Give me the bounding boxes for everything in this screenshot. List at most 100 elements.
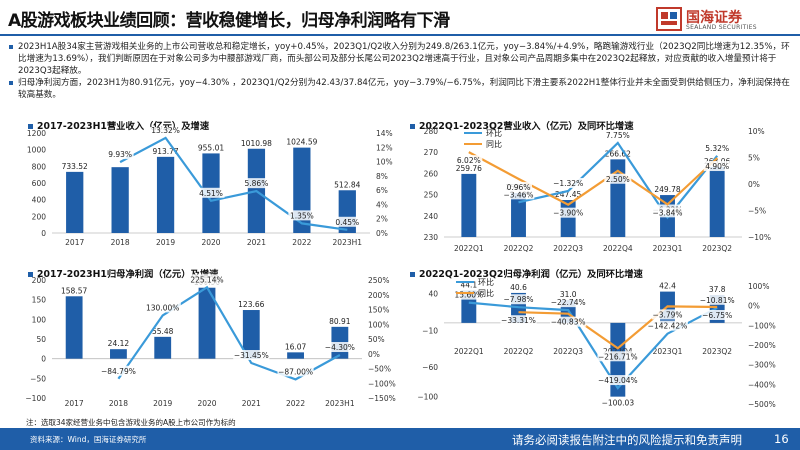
growth-label-bg [453, 289, 485, 300]
y-right-tick: 10% [748, 127, 765, 136]
series-line-同比 [518, 305, 718, 350]
x-category-label: 2022 [292, 238, 311, 247]
bar-value-label: 1010.98 [241, 139, 272, 148]
y-right-tick: 0% [368, 350, 380, 359]
y-left-tick: −100 [25, 394, 46, 403]
y-left-tick: 0 [41, 355, 46, 364]
y-left-tick: 230 [424, 233, 439, 242]
growth-label-bg [233, 350, 270, 361]
x-category-label: 2023Q2 [702, 347, 732, 356]
growth-value-label: 0.96% [507, 183, 531, 192]
y-right-tick: 12% [376, 143, 393, 152]
legend-label-环比: 环比 [486, 128, 502, 138]
y-right-tick: −300% [748, 361, 776, 370]
bar-value-label: 44.1 [460, 280, 477, 289]
growth-value-label: −7.98% [503, 295, 533, 304]
growth-value-label: −6.75% [702, 311, 732, 320]
bar-value-label: 955.01 [198, 143, 224, 152]
x-category-label: 2022Q2 [504, 347, 534, 356]
x-category-label: 2017 [65, 238, 84, 247]
bar-value-label: 259.76 [456, 164, 482, 173]
y-right-tick: 0% [376, 229, 388, 238]
bar-2023Q2 [709, 166, 725, 237]
growth-value-label: −33.31% [501, 316, 536, 325]
y-left-tick: 800 [32, 162, 47, 171]
x-category-label: 2022Q4 [603, 244, 633, 253]
bullet-profit: 归母净利润方面，2023H1为80.91亿元，yoy−4.30% ，2023Q1… [8, 77, 793, 101]
growth-value-label: −3.79% [652, 310, 682, 319]
growth-label-bg [149, 127, 182, 135]
x-category-label: 2023Q1 [653, 347, 683, 356]
bar-2018 [110, 349, 127, 359]
bar-value-label: 37.8 [709, 285, 726, 294]
chart-profit-quarterly: −100 −60 −10 40 −500% −400% −300% −200% −100% 0% 1… [417, 277, 776, 409]
source-text: 资料来源：Wind，国海证券研究所 [30, 435, 147, 444]
bar-value-label: 24.12 [108, 339, 130, 348]
growth-value-label: −216.71% [598, 352, 638, 361]
growth-label-bg [455, 155, 483, 166]
bar-value-label: 158.57 [61, 286, 87, 295]
legend-label-环比: 环比 [478, 277, 494, 287]
y-right-tick: 4% [376, 200, 388, 209]
y-left-tick: 240 [424, 212, 439, 221]
growth-value-label: −10.81% [700, 296, 735, 305]
growth-label-bg [699, 294, 736, 305]
legend-label-同比: 同比 [486, 139, 502, 149]
x-category-label: 2023Q2 [702, 244, 732, 253]
growth-label-bg [701, 309, 733, 320]
bar-value-label: 247.45 [555, 190, 581, 199]
growth-value-label: 15.60% [455, 291, 484, 300]
chart-revenue-annual: 0 200 400 600 800 1000 1200 0% 2% 4% 6% 8% 10% 12% 14%… [27, 127, 393, 247]
x-category-label: 2017 [65, 399, 84, 408]
y-right-tick: −10% [748, 233, 771, 242]
y-right-tick: 14% [376, 129, 393, 138]
y-right-tick: 0% [748, 180, 760, 189]
y-left-tick: 1000 [27, 146, 46, 155]
legend-label-同比: 同比 [478, 288, 494, 298]
y-left-tick: 0 [41, 229, 46, 238]
y-left-tick: −100 [417, 393, 438, 402]
growth-label-bg [324, 342, 356, 353]
x-category-label: 2018 [111, 238, 130, 247]
growth-label-bg [651, 309, 684, 320]
growth-label-bg [333, 216, 361, 227]
bar-value-label: 42.4 [659, 282, 676, 291]
x-category-label: 2023H1 [325, 399, 355, 408]
growth-value-label: 2.50% [606, 175, 630, 184]
title-divider [0, 34, 800, 36]
growth-label-bg [550, 297, 587, 308]
x-category-label: 2018 [109, 399, 128, 408]
bar-value-label: 16.07 [285, 342, 307, 351]
y-left-tick: 280 [424, 127, 439, 136]
y-right-tick: 6% [376, 186, 388, 195]
y-right-tick: −150% [368, 394, 396, 403]
bar-value-label: 512.84 [334, 180, 360, 189]
x-category-label: 2019 [153, 399, 172, 408]
y-left-tick: 260 [424, 169, 439, 178]
growth-value-label: 1.35% [290, 211, 314, 220]
disclaimer-link[interactable]: 请务必阅读报告附注中的风险提示和免责声明 [512, 433, 742, 447]
y-left-tick: 600 [32, 179, 47, 188]
growth-value-label: −1.32% [553, 179, 583, 188]
page-title: A股游戏板块业绩回顾：营收稳健增长，归母净利润略有下滑 [8, 11, 450, 31]
y-right-tick: 50% [368, 335, 385, 344]
growth-label-bg [197, 187, 225, 198]
y-left-tick: 400 [32, 196, 47, 205]
bullet-revenue: 2023H1A股34家主营游戏相关业务的上市公司营收总和稳定增长，yoy+0.4… [8, 41, 793, 77]
growth-value-label: 225.14% [190, 275, 223, 284]
growth-value-label: 4.90% [705, 162, 729, 171]
footer-bar: 资料来源：Wind，国海证券研究所 请务必阅读报告附注中的风险提示和免责声明 1… [0, 428, 800, 450]
bar-value-label: −100.03 [602, 399, 635, 408]
chart-revenue-quarterly: 230240250260270280−10%−5%0%5%10%259.7625… [424, 127, 771, 253]
summary-bullets: 2023H1A股34家主营游戏相关业务的上市公司营收总和稳定增长，yoy+0.4… [8, 41, 793, 101]
y-left-tick: −60 [422, 363, 438, 372]
bar-2022 [287, 352, 304, 359]
y-left-tick: 200 [32, 212, 47, 221]
bar-2017 [65, 296, 83, 359]
growth-label-bg [502, 189, 535, 200]
growth-value-label: −142.42% [648, 322, 688, 331]
y-right-tick: −5% [748, 207, 766, 216]
x-category-label: 2022Q1 [454, 347, 484, 356]
growth-label-bg [552, 207, 584, 218]
growth-value-label: −87.00% [278, 367, 313, 376]
